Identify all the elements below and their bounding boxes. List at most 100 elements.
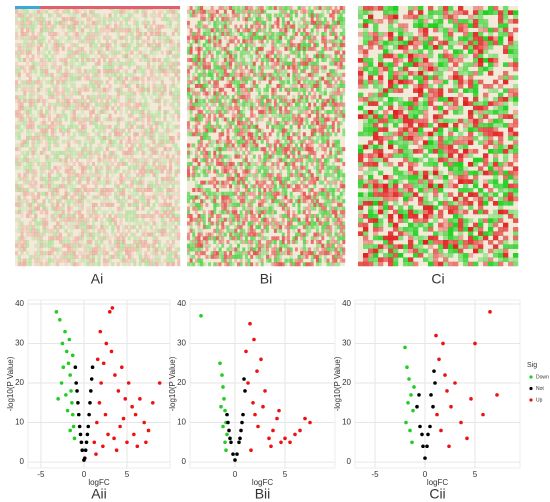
heatmap-cell — [78, 69, 82, 74]
heatmap-cell — [127, 46, 131, 51]
heatmap-cell — [147, 262, 151, 267]
heatmap-cell — [273, 113, 277, 118]
heatmap-cell — [294, 232, 298, 237]
heatmap-cell — [144, 243, 148, 248]
heatmap-cell — [127, 98, 131, 103]
heatmap-cell — [34, 217, 38, 222]
heatmap-cell — [194, 243, 198, 248]
heatmap-cell — [208, 221, 211, 226]
heatmap-cell — [223, 91, 227, 96]
heatmap-cell — [83, 84, 87, 89]
heatmap-cell — [122, 117, 126, 122]
heatmap-cell — [45, 65, 49, 70]
heatmap-cell — [247, 210, 251, 215]
heatmap-cell — [258, 17, 262, 22]
heatmap-cell — [223, 184, 227, 189]
heatmap-cell — [39, 132, 43, 137]
heatmap-cell — [97, 87, 101, 92]
heatmap-cell — [39, 110, 43, 115]
heatmap-cell — [108, 72, 112, 77]
heatmap-cell — [218, 262, 222, 267]
heatmap-cell — [166, 50, 170, 55]
heatmap-cell — [39, 17, 43, 22]
heatmap-cell — [187, 199, 190, 204]
heatmap-cell — [294, 69, 298, 74]
heatmap-cell — [177, 91, 181, 96]
heatmap-cell — [187, 191, 190, 196]
heatmap-cell — [258, 236, 262, 241]
heatmap-cell — [108, 191, 112, 196]
heatmap-cell — [194, 65, 198, 70]
heatmap-cell — [174, 69, 178, 74]
heatmap-cell — [92, 195, 96, 200]
heatmap-cell — [213, 95, 217, 100]
heatmap-cell — [155, 225, 159, 230]
heatmap-cell — [192, 195, 196, 200]
heatmap-cell — [263, 58, 267, 63]
heatmap-cell — [133, 121, 137, 126]
heatmap-cell — [89, 17, 93, 22]
heatmap-cell — [119, 50, 123, 55]
heatmap-cell — [255, 162, 259, 167]
heatmap-cell — [78, 236, 82, 241]
heatmap-cell — [231, 17, 235, 22]
heatmap-cell — [28, 262, 32, 267]
heatmap-cell — [141, 132, 145, 137]
heatmap-cell — [28, 128, 32, 133]
heatmap-cell — [260, 217, 264, 222]
heatmap-cell — [289, 158, 293, 163]
heatmap-cell — [108, 258, 112, 263]
heatmap-cell — [271, 214, 275, 219]
heatmap-cell — [194, 173, 198, 178]
heatmap-cell — [86, 221, 90, 226]
heatmap-cell — [48, 158, 52, 163]
heatmap-cell — [266, 258, 269, 263]
heatmap-cell — [78, 61, 82, 66]
heatmap-cell — [160, 50, 164, 55]
heatmap-cell — [189, 58, 193, 63]
heatmap-cell — [231, 50, 235, 55]
heatmap-cell — [174, 217, 178, 222]
heatmap-cell — [26, 243, 30, 248]
heatmap-cell — [218, 191, 222, 196]
heatmap-cell — [231, 72, 235, 77]
heatmap-cell — [67, 87, 71, 92]
heatmap-cell — [239, 143, 243, 148]
heatmap-cell — [297, 6, 301, 11]
heatmap-cell — [70, 46, 74, 51]
heatmap-cell — [127, 124, 131, 129]
heatmap-cell — [108, 176, 112, 181]
heatmap-cell — [152, 236, 156, 241]
heatmap-cell — [17, 124, 21, 129]
heatmap-cell — [105, 24, 109, 29]
heatmap-cell — [28, 95, 32, 100]
heatmap-cell — [26, 110, 30, 115]
heatmap-cell — [48, 20, 52, 25]
heatmap-cell — [89, 225, 93, 230]
heatmap-cell — [271, 65, 275, 70]
heatmap-cell — [287, 39, 290, 44]
heatmap-cell — [260, 228, 264, 233]
heatmap-cell — [17, 95, 21, 100]
heatmap-cell — [187, 262, 190, 267]
heatmap-cell — [103, 65, 107, 70]
heatmap-cell — [287, 80, 290, 85]
heatmap-cell — [64, 24, 68, 29]
heatmap-cell — [266, 158, 269, 163]
heatmap-cell — [28, 147, 32, 152]
heatmap-cell — [289, 35, 293, 40]
heatmap-cell — [279, 251, 283, 256]
heatmap-cell — [20, 113, 24, 118]
heatmap-cell — [15, 180, 19, 185]
heatmap-cell — [200, 214, 204, 219]
heatmap-cell — [174, 202, 178, 207]
heatmap-cell — [258, 184, 262, 189]
heatmap-cell — [169, 128, 173, 133]
heatmap-cell — [205, 254, 209, 259]
heatmap-cell — [279, 221, 283, 226]
heatmap-cell — [136, 247, 140, 252]
heatmap-cell — [239, 69, 243, 74]
heatmap-cell — [103, 262, 107, 267]
heatmap-cell — [100, 110, 104, 115]
heatmap-cell — [127, 147, 131, 152]
